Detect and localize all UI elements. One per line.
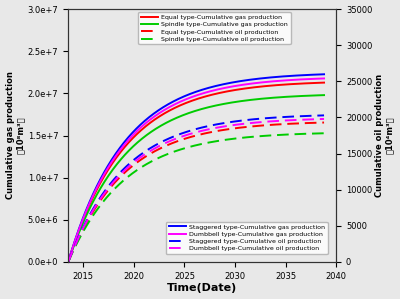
Y-axis label: Cumulative gas production
（10⁸m³）: Cumulative gas production （10⁸m³） <box>6 71 25 199</box>
X-axis label: Time(Date): Time(Date) <box>167 283 237 293</box>
Y-axis label: Cumulative oil production
（10⁴m³）: Cumulative oil production （10⁴m³） <box>375 74 394 197</box>
Legend: Staggered type-Cumulative gas production, Dumbbell type-Cumulative gas productio: Staggered type-Cumulative gas production… <box>166 222 328 254</box>
